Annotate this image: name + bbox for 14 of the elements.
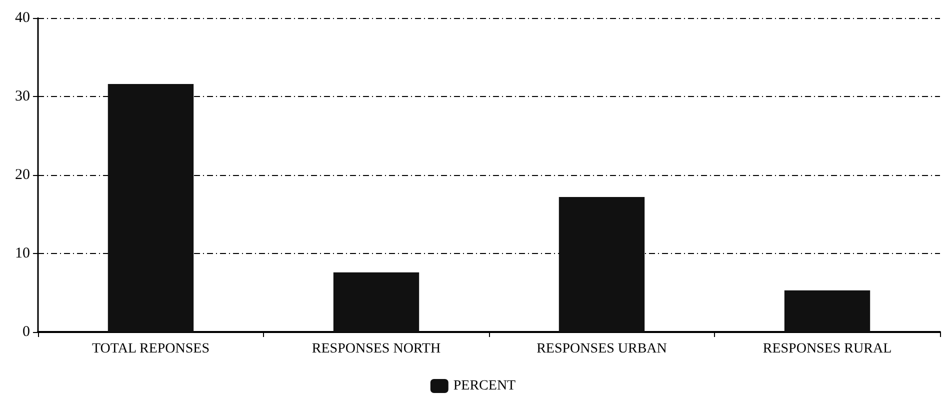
bar	[108, 84, 194, 332]
bar	[784, 290, 870, 332]
x-tick-label: RESPONSES URBAN	[536, 342, 667, 356]
legend-label: PERCENT	[453, 378, 516, 394]
y-tick-label: 30	[15, 88, 30, 104]
y-tick-label: 40	[15, 10, 30, 26]
bar	[333, 272, 420, 332]
bar	[558, 196, 645, 332]
x-tick-label: RESPONSES RURAL	[762, 342, 892, 356]
x-tick-label: TOTAL REPONSES	[92, 342, 210, 356]
y-tick-label: 20	[15, 167, 30, 183]
y-tick-label: 0	[22, 324, 30, 340]
x-tick-label: RESPONSES NORTH	[312, 342, 441, 356]
y-tick-label: 10	[15, 246, 30, 262]
